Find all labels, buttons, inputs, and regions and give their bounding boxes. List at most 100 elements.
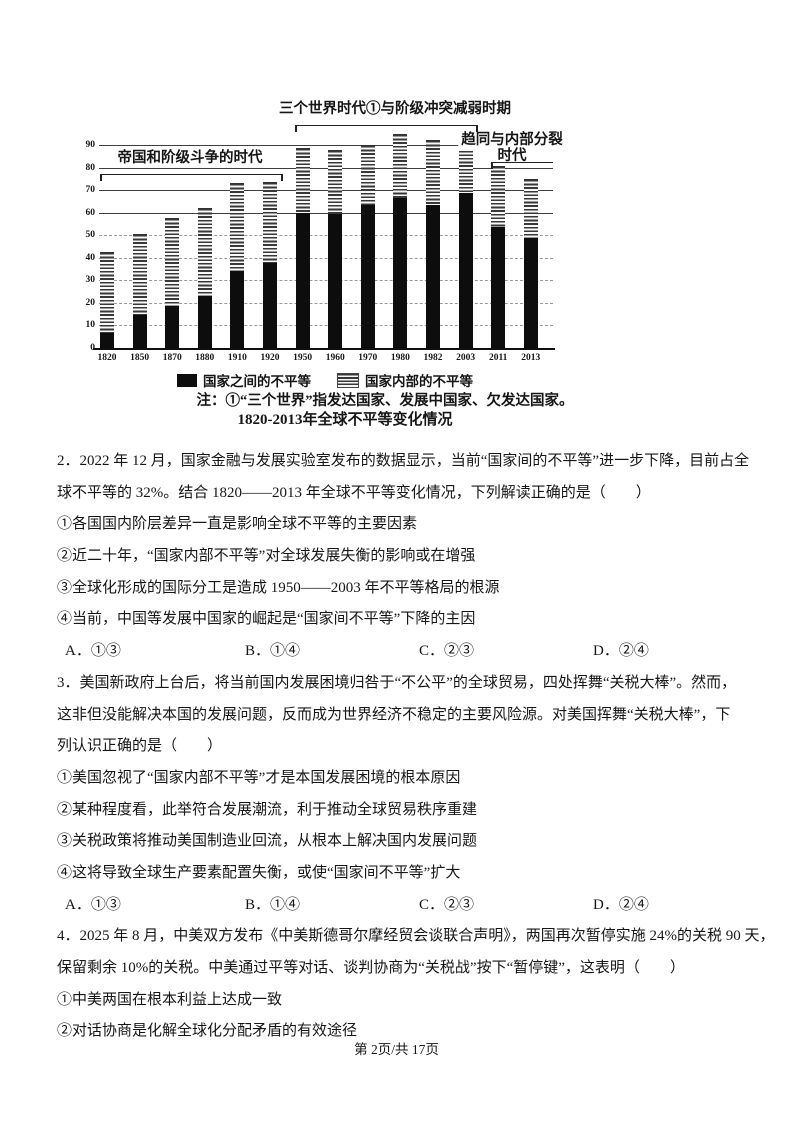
- gridline-80: [99, 167, 553, 169]
- bar-1970-within-countries: [360, 144, 375, 205]
- bar-1970-between-countries: [360, 203, 375, 348]
- option-A: A．①③: [65, 896, 121, 913]
- gridline-20: [99, 302, 553, 304]
- bar-1870-between-countries: [165, 305, 180, 348]
- chart-note: 注：①“三个世界”指发达国家、发展中国家、欠发达国家。: [196, 393, 574, 409]
- option-D: D．②④: [593, 643, 649, 660]
- question-line: 球不平等的 32%。结合 1820——2013 年全球不平等变化情况，下列解读正…: [57, 484, 651, 501]
- question-line: ④这将导致全球生产要素配置失衡，或使“国家间不平等”扩大: [57, 864, 461, 881]
- era-annotation-bracket: [491, 162, 553, 169]
- x-tick-label-1880: 1880: [195, 353, 215, 363]
- bar-1960-between-countries: [328, 212, 343, 348]
- era-annotation-text: 时代: [494, 148, 530, 165]
- bracket-tick: [281, 174, 283, 181]
- era-annotation-text: 趋同与内部分裂: [458, 132, 566, 149]
- bar-1960-within-countries: [328, 149, 343, 214]
- inequality-chart: 0 10 20 30 40 50 60 70 80 90 1820 1850 1870 1880 1910 1…: [85, 98, 605, 433]
- legend-label: 国家之间的不平等: [203, 374, 311, 389]
- question-line: ②近二十年，“国家内部不平等”对全球发展失衡的影响或在增强: [57, 548, 476, 565]
- question-line: ①各国国内阶层差异一直是影响全球不平等的主要因素: [57, 516, 418, 533]
- y-tick-label: 0: [90, 343, 95, 353]
- option-A: A．①③: [65, 643, 121, 660]
- y-tick-label: 80: [85, 162, 96, 173]
- gridline-30: [99, 280, 553, 282]
- y-tick-label: 20: [85, 297, 96, 308]
- x-tick-label-1980: 1980: [390, 353, 410, 363]
- bar-2011-between-countries: [491, 226, 506, 348]
- gridline-60: [99, 212, 553, 214]
- bar-1910-within-countries: [230, 183, 245, 272]
- option-B: B．①④: [245, 643, 301, 660]
- bar-1880-within-countries: [197, 208, 212, 296]
- bar-1910-between-countries: [230, 270, 245, 348]
- bar-1920-between-countries: [263, 262, 277, 348]
- bar-1980-between-countries: [393, 196, 408, 348]
- bar-2013-between-countries: [523, 237, 538, 348]
- option-C: C．②③: [419, 643, 475, 660]
- bar-1850-within-countries: [132, 234, 147, 316]
- option-C: C．②③: [419, 896, 475, 913]
- bar-1880-between-countries: [197, 294, 212, 348]
- era-annotation-bracket: [100, 174, 283, 181]
- question-line: ③全球化形成的国际分工是造成 1950——2003 年不平等格局的根源: [57, 579, 500, 596]
- options-row: A．①③ B．①④ C．②③ D．②④: [57, 890, 741, 922]
- y-tick-label: 70: [85, 185, 96, 196]
- x-tick-label-1950: 1950: [293, 353, 313, 363]
- question-line: ①美国忽视了“国家内部不平等”才是本国发展困境的根本原因: [57, 769, 461, 786]
- question-line: ②对话协商是化解全球化分配矛盾的有效途径: [57, 1023, 358, 1040]
- x-axis-line: [93, 348, 555, 350]
- question-line: ①中美两国在根本利益上达成一致: [57, 991, 283, 1008]
- x-tick-label-1970: 1970: [358, 353, 378, 363]
- legend-swatch-solid: [177, 373, 197, 387]
- x-tick-label-1960: 1960: [325, 353, 345, 363]
- option-D: D．②④: [593, 896, 649, 913]
- x-tick-label-1910: 1910: [227, 353, 247, 363]
- x-tick-label-1870: 1870: [162, 353, 182, 363]
- bar-2003-between-countries: [458, 192, 473, 348]
- era-annotation-text: 三个世界时代①与阶级冲突减弱时期: [276, 101, 514, 118]
- bracket-tick: [100, 174, 102, 181]
- bar-1980-within-countries: [393, 133, 408, 198]
- bracket-tick: [491, 162, 493, 169]
- bar-1820-within-countries: [100, 252, 114, 334]
- bar-1870-within-countries: [165, 218, 180, 307]
- question-line: 这非但没能解决本国的发展问题，反而成为世界经济不稳定的主要风险源。对美国挥舞“关…: [57, 706, 731, 723]
- question-line: ②某种程度看，此举符合发展潮流，利于推动全球贸易秩序重建: [57, 801, 478, 818]
- gridline-10: [99, 325, 553, 327]
- question-line: 列认识正确的是（ ）: [57, 738, 223, 755]
- option-B: B．①④: [245, 896, 301, 913]
- legend-label: 国家内部的不平等: [365, 374, 473, 389]
- questions-block: 2．2022 年 12 月，国家金融与发展实验室发布的数据显示，当前“国家间的不…: [57, 446, 775, 1048]
- x-tick-label-1850: 1850: [130, 353, 150, 363]
- x-tick-label-2013: 2013: [521, 353, 541, 363]
- question-line: 保留剩余 10%的关税。中美通过平等对话、谈判协商为“关税战”按下“暂停键”，这…: [57, 960, 685, 976]
- page-footer: 第 2页/共 17页: [354, 1042, 439, 1057]
- chart-legend: 国家之间的不平等 国家内部的不平等: [85, 370, 565, 390]
- gridline-90: [99, 144, 553, 146]
- y-tick-label: 10: [85, 320, 96, 331]
- x-tick-label-1820: 1820: [97, 353, 117, 363]
- question-line: 4．2025 年 8 月，中美双方发布《中美斯德哥尔摩经贸会谈联合声明》，两国再…: [57, 928, 775, 945]
- question-line: 2．2022 年 12 月，国家金融与发展实验室发布的数据显示，当前“国家间的不…: [57, 453, 750, 469]
- y-tick-label: 40: [85, 252, 96, 263]
- chart-plot-area: 0 10 20 30 40 50 60 70 80 90 1820 1850 1870 1880 1910 1…: [85, 98, 566, 363]
- x-tick-label-2003: 2003: [456, 353, 476, 363]
- bar-1920-within-countries: [263, 182, 277, 264]
- y-tick-label: 30: [85, 275, 96, 286]
- x-tick-label-1920: 1920: [260, 353, 280, 363]
- bracket-tick: [295, 125, 297, 132]
- legend-swatch-striped: [337, 372, 359, 388]
- legend-item: 国家之间的不平等: [177, 370, 311, 390]
- x-tick-label-2011: 2011: [488, 353, 508, 363]
- y-tick-label: 60: [85, 207, 96, 218]
- gridline-70: [99, 190, 553, 192]
- bracket-tick: [476, 125, 478, 132]
- bar-1982-between-countries: [426, 203, 440, 348]
- y-tick-label: 50: [85, 230, 96, 241]
- question-line: 3．美国新政府上台后，将当前国内发展困境归咎于“不公平”的全球贸易，四处挥舞“关…: [57, 674, 737, 691]
- y-tick-label: 90: [85, 139, 96, 150]
- bar-1950-within-countries: [295, 148, 310, 213]
- bar-1950-between-countries: [295, 211, 310, 348]
- question-line: ③关税政策将推动美国制造业回流，从根本上解决国内发展问题: [57, 833, 478, 850]
